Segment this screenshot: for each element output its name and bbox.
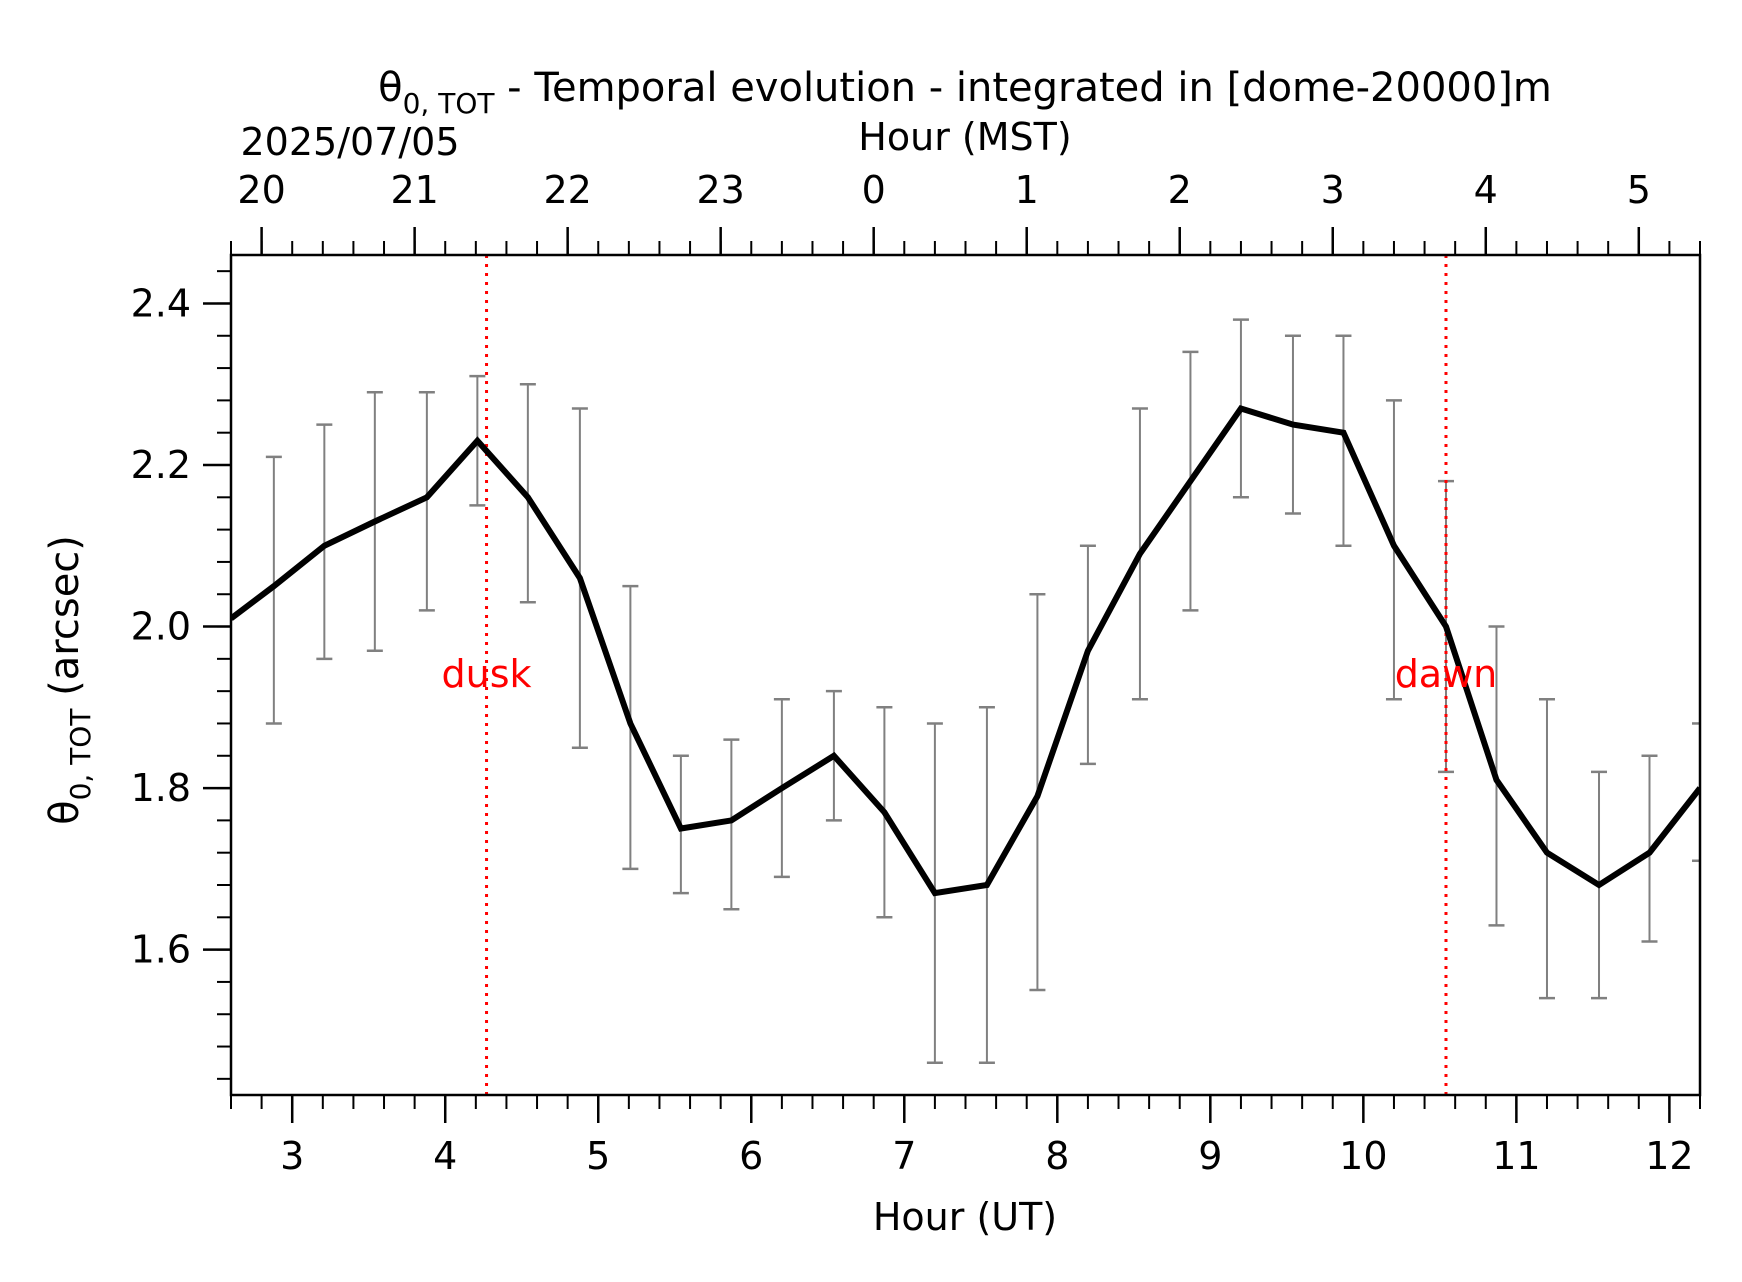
chart-title: θ0, TOT - Temporal evolution - integrate… xyxy=(378,65,1552,120)
y-axis-label-rest: (arcsec) xyxy=(42,535,88,708)
x-tick-label: 11 xyxy=(1492,1134,1540,1178)
x2-tick-label: 5 xyxy=(1627,168,1651,212)
y-axis-label: θ0, TOT (arcsec) xyxy=(42,535,97,825)
x2-axis-label: Hour (MST) xyxy=(858,115,1071,159)
x2-tick-label: 0 xyxy=(862,168,886,212)
plot-area: dusk dawn xyxy=(231,255,1700,1095)
y-tick-label: 1.6 xyxy=(131,928,191,972)
plot-data xyxy=(231,255,1700,1095)
x-tick-label: 4 xyxy=(433,1134,457,1178)
y-axis-label-subscript: 0, TOT xyxy=(64,708,97,801)
top-axis: 20 21 22 23 0 1 2 3 4 5 xyxy=(230,168,1701,255)
chart-title-subscript: 0, TOT xyxy=(403,87,496,120)
marker-label-dawn: dawn xyxy=(1395,652,1498,696)
plot-frame xyxy=(229,253,1702,1097)
x2-tick-label: 3 xyxy=(1321,168,1345,212)
x-tick-label: 3 xyxy=(280,1134,304,1178)
x-tick-label: 5 xyxy=(586,1134,610,1178)
y-axis: 1.6 1.8 2.0 2.2 2.4 xyxy=(131,270,231,1080)
x2-tick-label: 2 xyxy=(1168,168,1192,212)
y-axis-label-symbol: θ xyxy=(42,800,88,824)
x-tick-label: 8 xyxy=(1045,1134,1069,1178)
y-tick-label: 2.4 xyxy=(131,281,191,325)
bottom-axis: 3 4 5 6 7 8 9 10 11 12 xyxy=(230,1095,1701,1178)
series-line-0 xyxy=(231,404,1700,897)
date-label: 2025/07/05 xyxy=(240,120,459,164)
x-tick-label: 12 xyxy=(1645,1134,1693,1178)
chart-title-rest: - Temporal evolution - integrated in [do… xyxy=(494,65,1551,111)
x2-tick-label: 20 xyxy=(237,168,285,212)
marker-label-dusk: dusk xyxy=(442,652,532,696)
chart-title-symbol: θ xyxy=(378,65,402,111)
x-axis-label: Hour (UT) xyxy=(873,1195,1057,1239)
y-tick-label: 2.0 xyxy=(131,605,191,649)
x2-tick-label: 1 xyxy=(1015,168,1039,212)
x2-tick-label: 21 xyxy=(390,168,438,212)
y-tick-label: 1.8 xyxy=(131,766,191,810)
x2-tick-label: 23 xyxy=(696,168,744,212)
x2-tick-label: 22 xyxy=(543,168,591,212)
x-tick-label: 9 xyxy=(1198,1134,1222,1178)
x-tick-label: 7 xyxy=(892,1134,916,1178)
x-tick-label: 10 xyxy=(1339,1134,1387,1178)
x2-tick-label: 4 xyxy=(1474,168,1498,212)
y-tick-label: 2.2 xyxy=(131,443,191,487)
x-tick-label: 6 xyxy=(739,1134,763,1178)
